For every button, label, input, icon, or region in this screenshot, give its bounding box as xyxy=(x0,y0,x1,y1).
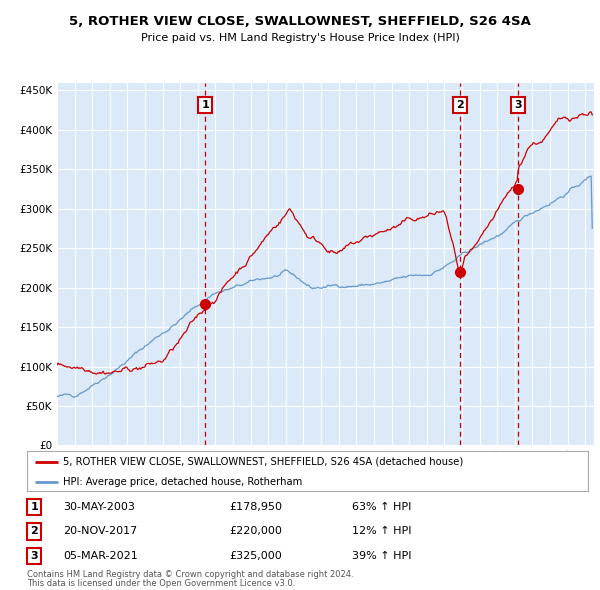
Text: This data is licensed under the Open Government Licence v3.0.: This data is licensed under the Open Gov… xyxy=(27,579,295,588)
Text: 3: 3 xyxy=(31,551,38,560)
Text: 2: 2 xyxy=(31,526,38,536)
Text: 2: 2 xyxy=(456,100,464,110)
Text: 30-MAY-2003: 30-MAY-2003 xyxy=(64,502,136,512)
Text: 39% ↑ HPI: 39% ↑ HPI xyxy=(352,551,412,560)
Text: 5, ROTHER VIEW CLOSE, SWALLOWNEST, SHEFFIELD, S26 4SA: 5, ROTHER VIEW CLOSE, SWALLOWNEST, SHEFF… xyxy=(69,15,531,28)
Text: Price paid vs. HM Land Registry's House Price Index (HPI): Price paid vs. HM Land Registry's House … xyxy=(140,33,460,43)
Text: 63% ↑ HPI: 63% ↑ HPI xyxy=(352,502,412,512)
Text: 1: 1 xyxy=(31,502,38,512)
Text: Contains HM Land Registry data © Crown copyright and database right 2024.: Contains HM Land Registry data © Crown c… xyxy=(27,570,353,579)
Text: 20-NOV-2017: 20-NOV-2017 xyxy=(64,526,138,536)
Text: HPI: Average price, detached house, Rotherham: HPI: Average price, detached house, Roth… xyxy=(64,477,303,487)
Text: 1: 1 xyxy=(202,100,209,110)
Text: £325,000: £325,000 xyxy=(229,551,282,560)
Text: 05-MAR-2021: 05-MAR-2021 xyxy=(64,551,138,560)
Text: £178,950: £178,950 xyxy=(229,502,282,512)
Text: 12% ↑ HPI: 12% ↑ HPI xyxy=(352,526,412,536)
Text: 3: 3 xyxy=(514,100,522,110)
Text: £220,000: £220,000 xyxy=(229,526,282,536)
Text: 5, ROTHER VIEW CLOSE, SWALLOWNEST, SHEFFIELD, S26 4SA (detached house): 5, ROTHER VIEW CLOSE, SWALLOWNEST, SHEFF… xyxy=(64,457,464,467)
